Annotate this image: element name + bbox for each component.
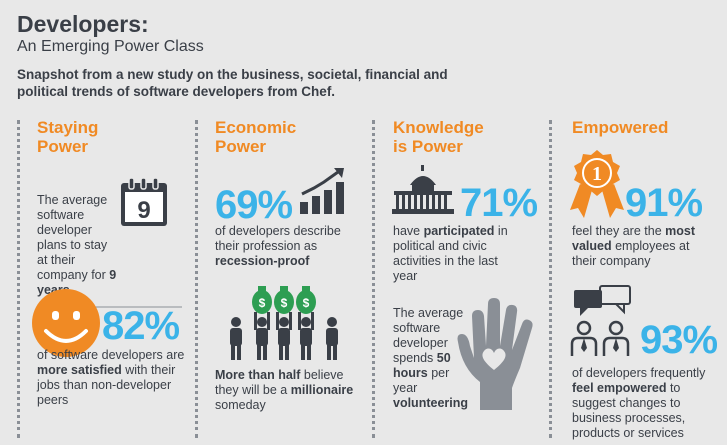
- heading-staying-power: Staying Power: [37, 118, 99, 156]
- column-divider: [372, 120, 375, 438]
- column-divider: [195, 120, 198, 438]
- heading-economic-power: Economic Power: [215, 118, 297, 156]
- svg-text:$: $: [259, 296, 266, 310]
- column-divider: [17, 120, 20, 438]
- capitol-building-icon: [392, 165, 454, 214]
- stat-recession-text: of developers describe their profession …: [215, 224, 341, 268]
- page-title: Developers:: [17, 11, 149, 37]
- stat-empowered-text: of developers frequently feel empowered …: [572, 366, 706, 440]
- intro-text: Snapshot from a new study on the busines…: [17, 67, 448, 99]
- column-divider: [549, 120, 552, 438]
- stat-participated-text: have participated in political and civic…: [393, 224, 508, 283]
- heading-empowered: Empowered: [572, 118, 669, 137]
- svg-text:$: $: [281, 296, 288, 310]
- people-talking-icon: [570, 285, 631, 356]
- stat-82-percent: 82%: [102, 304, 180, 348]
- stat-valued-text: feel they are the most valued employees …: [572, 224, 695, 268]
- smiley-icon: [32, 289, 182, 357]
- calendar-icon: 9: [121, 177, 167, 226]
- growth-chart-icon: [300, 168, 344, 214]
- ribbon-number: 1: [592, 163, 602, 185]
- stat-91-percent: 91%: [625, 181, 703, 225]
- page-subtitle: An Emerging Power Class: [17, 38, 204, 55]
- hand-heart-icon: [457, 298, 533, 410]
- heading-knowledge-power: Knowledge is Power: [393, 118, 484, 156]
- stat-71-percent: 71%: [460, 181, 538, 225]
- stat-69-percent: 69%: [215, 183, 293, 227]
- stat-years-text: The average software developer plans to …: [37, 193, 117, 297]
- stat-volunteering-text: The average software developer spends 50…: [393, 306, 469, 410]
- award-ribbon-icon: 1: [570, 150, 624, 218]
- stat-93-percent: 93%: [640, 318, 718, 362]
- calendar-number: 9: [137, 197, 150, 224]
- svg-text:$: $: [303, 296, 310, 310]
- money-bags-people-icon: $ $ $: [230, 286, 338, 360]
- stat-millionaire-text: More than half believe they will be a mi…: [215, 368, 354, 412]
- stat-satisfied-text: of software developers are more satisfie…: [37, 348, 185, 407]
